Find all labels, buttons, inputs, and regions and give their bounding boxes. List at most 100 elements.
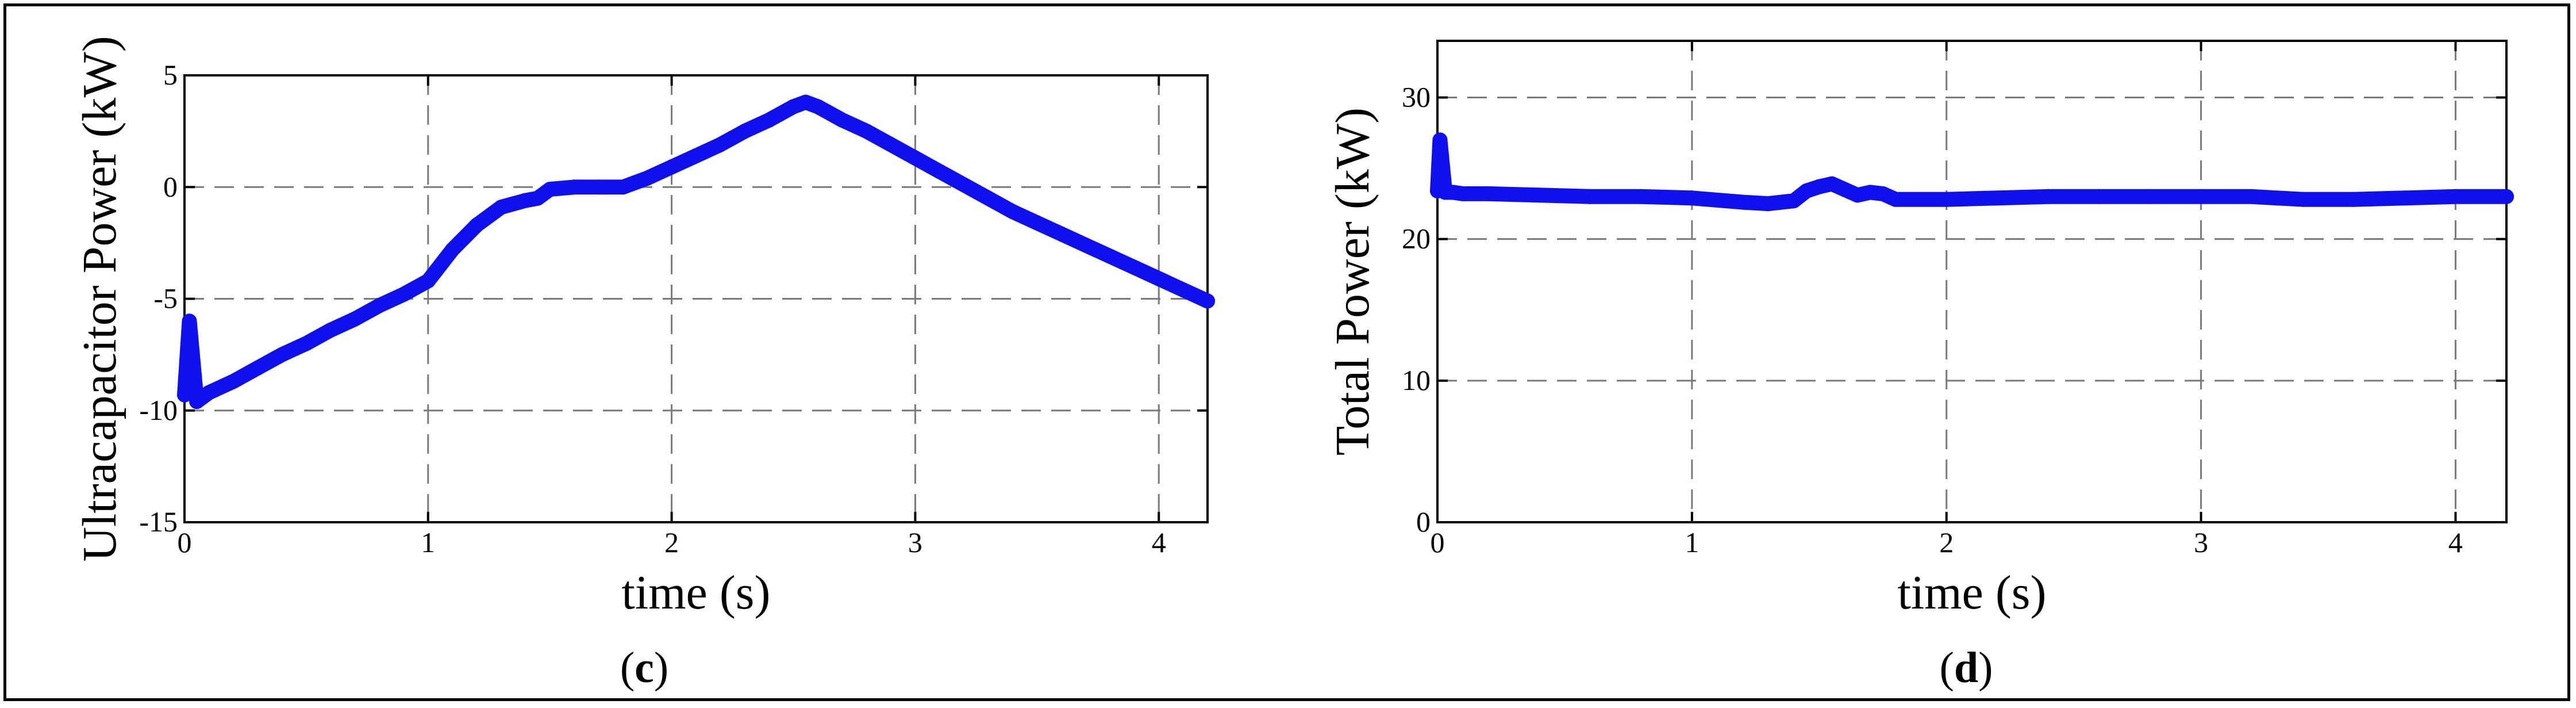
- data-point: [1735, 194, 1751, 210]
- data-point: [250, 360, 266, 376]
- data-point: [1200, 293, 1215, 309]
- panel-label: (d): [1940, 644, 1993, 692]
- data-point: [1888, 192, 1904, 207]
- data-point: [2448, 189, 2463, 204]
- data-series-line: [177, 94, 1215, 410]
- data-point: [1532, 187, 1547, 203]
- data-point: [1786, 193, 1801, 209]
- x-tick-label: 0: [1431, 526, 1445, 558]
- y-tick-label: -10: [139, 394, 178, 426]
- data-point: [615, 179, 630, 195]
- x-tick-label: 3: [2194, 526, 2208, 558]
- data-point: [1432, 132, 1448, 148]
- data-point: [908, 150, 923, 166]
- data-point: [956, 177, 972, 193]
- data-point: [762, 112, 777, 128]
- data-point: [1824, 176, 1840, 192]
- figure-canvas: 0 1 2 3 4 -15 -10 -5 0 5 time (s) Ultracapacitor Po…: [73, 36, 2514, 692]
- x-tick-label: 4: [2448, 526, 2463, 558]
- x-axis-label: time (s): [622, 566, 771, 619]
- data-point: [2295, 192, 2310, 207]
- x-tick-label: 2: [1939, 526, 1954, 558]
- data-series-line: [1430, 132, 2514, 212]
- x-tick-label: 1: [421, 526, 435, 558]
- panel-label-paren: ): [1978, 644, 1993, 692]
- x-tick-label: 0: [178, 526, 192, 558]
- data-point: [2270, 190, 2285, 206]
- y-tick-label: 0: [1416, 506, 1431, 538]
- data-point: [859, 124, 874, 139]
- data-point: [2499, 189, 2514, 204]
- data-point: [1054, 226, 1069, 242]
- data-point: [323, 322, 339, 338]
- data-point: [1078, 238, 1094, 253]
- data-point: [1812, 179, 1827, 194]
- x-tick-label: 4: [1152, 526, 1166, 558]
- data-point: [433, 258, 448, 273]
- data-point: [1799, 183, 1814, 198]
- panel-label-paren: ): [654, 644, 668, 692]
- y-axis-label: Ultracapacitor Power (kW): [73, 36, 126, 561]
- figure-frame: 0 1 2 3 4 -15 -10 -5 0 5 time (s) Ultracapacitor Po…: [3, 3, 2570, 701]
- data-point: [1175, 282, 1191, 297]
- data-point: [591, 179, 606, 195]
- data-point: [567, 179, 582, 195]
- data-point: [1582, 189, 1598, 204]
- data-point: [177, 387, 192, 403]
- data-point: [493, 200, 509, 215]
- panel-label-paren: (: [1940, 644, 1954, 692]
- data-point: [835, 112, 850, 128]
- y-tick-label: 0: [163, 170, 178, 202]
- data-point: [274, 347, 290, 362]
- y-tick-label: -15: [139, 506, 178, 538]
- data-point: [542, 182, 558, 197]
- data-point: [1029, 215, 1045, 231]
- data-point: [372, 298, 387, 313]
- data-point: [981, 190, 996, 206]
- data-point: [737, 124, 752, 139]
- data-point: [1481, 186, 1496, 201]
- x-tick-label: 1: [1685, 526, 1699, 558]
- panel-label-paren: (: [620, 644, 635, 692]
- data-point: [189, 394, 205, 410]
- y-tick-label: 30: [1402, 81, 1431, 113]
- panel-label-letter: c: [635, 644, 654, 692]
- data-point: [420, 273, 436, 289]
- data-point: [640, 170, 655, 186]
- data-point: [1760, 196, 1776, 212]
- chart-total-power: 0 1 2 3 4 0 10 20 30 time (s) Total Power (kW) (d): [1326, 40, 2514, 692]
- data-point: [182, 313, 197, 329]
- data-point: [1684, 190, 1700, 206]
- data-point: [1850, 187, 1865, 203]
- panel-label: (c): [620, 644, 668, 692]
- y-tick-label: -5: [153, 282, 178, 315]
- data-point: [1990, 190, 2005, 206]
- data-point: [1875, 186, 1890, 201]
- data-point: [2193, 189, 2209, 204]
- data-point: [396, 286, 412, 302]
- plot-area-border: [1436, 40, 2508, 523]
- x-tick-label: 2: [664, 526, 679, 558]
- data-point: [2143, 189, 2158, 204]
- data-point: [2040, 189, 2056, 204]
- data-point: [810, 99, 825, 114]
- data-point: [664, 159, 679, 175]
- data-point: [201, 385, 217, 400]
- data-point: [1005, 204, 1020, 219]
- data-point: [1837, 182, 1852, 197]
- data-point: [298, 336, 314, 351]
- data-point: [1126, 260, 1142, 275]
- data-point: [347, 311, 363, 327]
- data-point: [2091, 189, 2107, 204]
- data-point: [1102, 248, 1118, 264]
- data-point: [530, 190, 545, 206]
- data-point: [2244, 189, 2260, 204]
- data-point: [445, 242, 460, 258]
- data-point: [713, 137, 728, 152]
- panel-label-letter: d: [1954, 644, 1978, 692]
- x-tick-label: 3: [908, 526, 922, 558]
- data-point: [225, 374, 241, 389]
- data-point: [786, 99, 801, 114]
- data-point: [1455, 186, 1471, 201]
- data-point: [1151, 271, 1167, 286]
